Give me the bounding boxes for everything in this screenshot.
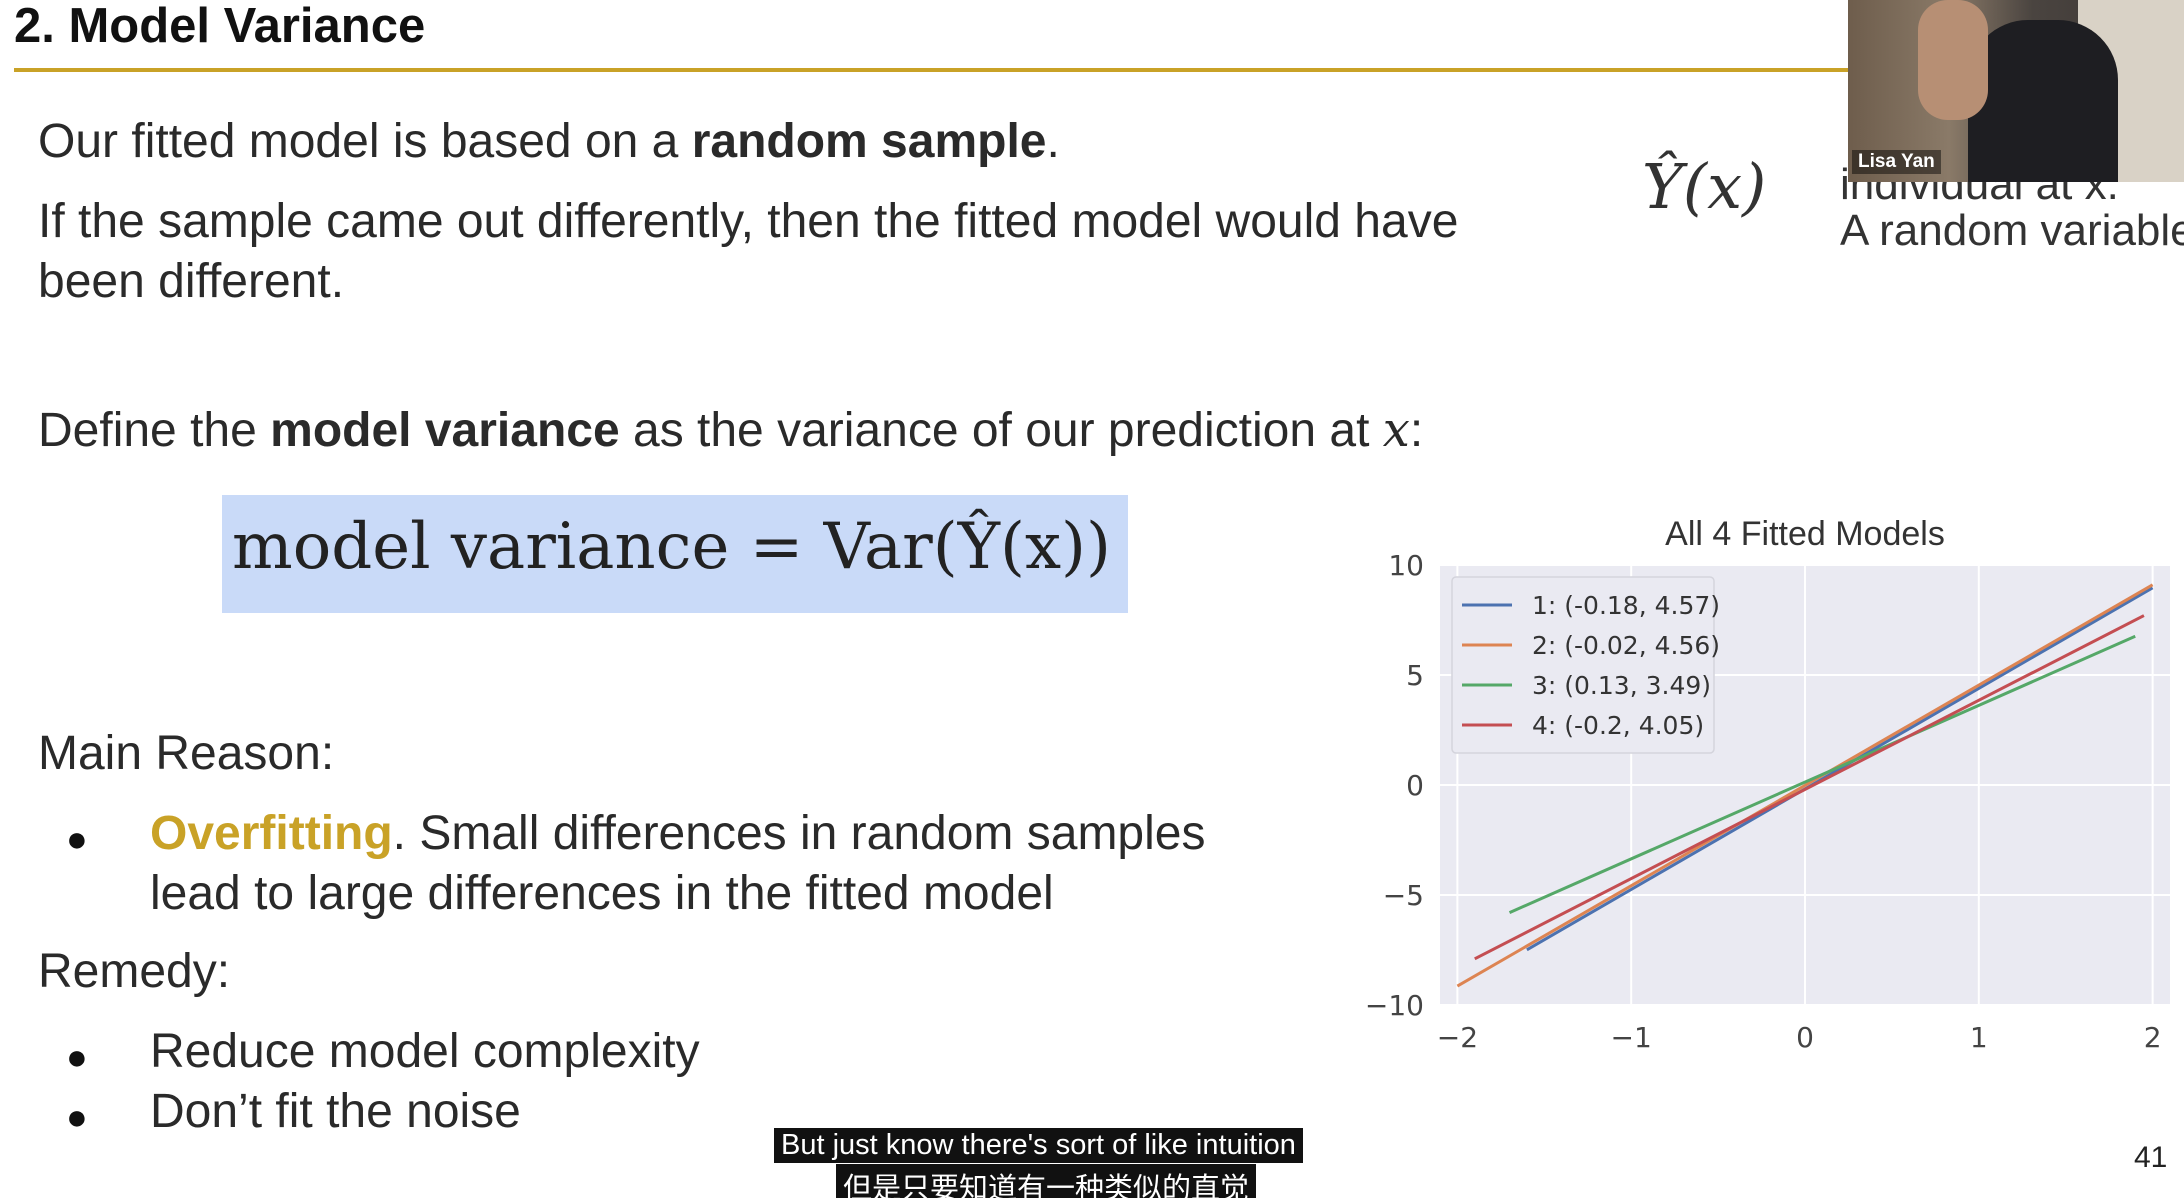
legend-label: 2: (-0.02, 4.56) bbox=[1532, 631, 1720, 660]
speaker-figure bbox=[1968, 20, 2118, 182]
x-tick-label: 1 bbox=[1970, 1021, 1988, 1054]
slide-title: 2. Model Variance bbox=[14, 0, 426, 53]
y-tick-label: 0 bbox=[1406, 769, 1424, 802]
intro-period: . bbox=[1046, 115, 1060, 168]
define-x: x bbox=[1382, 402, 1410, 458]
y-tick-label: 5 bbox=[1406, 659, 1424, 692]
y-tick-label: −10 bbox=[1365, 989, 1424, 1022]
yhat-formula: Ŷ(x) bbox=[1642, 150, 1767, 223]
intro-text: Our fitted model is based on a bbox=[38, 115, 692, 168]
page-number: 41 bbox=[2134, 1141, 2168, 1174]
sample-line-1: If the sample came out differently, then… bbox=[38, 195, 1459, 248]
subtitle-chinese: 但是只要知道有一种类似的直觉 bbox=[836, 1164, 1257, 1198]
model-variance-formula: model variance = Var(Ŷ(x)) bbox=[232, 510, 1111, 584]
overfitting-emphasis: Overfitting bbox=[150, 807, 393, 860]
remedy-heading: Remedy: bbox=[38, 945, 231, 998]
formula-highlight bbox=[222, 495, 1128, 613]
overfitting-line-2: lead to large differences in the fitted … bbox=[150, 867, 1054, 920]
define-text: Define the bbox=[38, 404, 271, 457]
series-line-2 bbox=[1456, 583, 2154, 988]
subtitle-english: But just know there's sort of like intui… bbox=[774, 1128, 1303, 1163]
series-line-4 bbox=[1474, 614, 2145, 961]
chart-title: All 4 Fitted Models bbox=[1665, 515, 1945, 553]
y-tick-label: 10 bbox=[1388, 549, 1424, 582]
series-line-3 bbox=[1508, 634, 2136, 914]
speaker-name: Lisa Yan bbox=[1852, 150, 1941, 174]
legend-label: 4: (-0.2, 4.05) bbox=[1532, 711, 1704, 740]
define-colon: : bbox=[1409, 404, 1424, 457]
legend-label: 3: (0.13, 3.49) bbox=[1532, 671, 1711, 700]
bullet-remedy-1: ● bbox=[66, 1036, 88, 1077]
legend-box bbox=[1451, 576, 1715, 754]
y-tick-label: −5 bbox=[1383, 879, 1424, 912]
remedy-item-1: Reduce model complexity bbox=[150, 1025, 700, 1078]
legend-label: 1: (-0.18, 4.57) bbox=[1532, 591, 1720, 620]
x-tick-label: 2 bbox=[2144, 1021, 2162, 1054]
bullet-overfitting: ● bbox=[66, 818, 88, 859]
sample-line-2: been different. bbox=[38, 255, 345, 308]
x-tick-label: 0 bbox=[1796, 1021, 1814, 1054]
intro-line: Our fitted model is based on a random sa… bbox=[38, 112, 1060, 172]
bullet-remedy-2: ● bbox=[66, 1096, 88, 1137]
x-tick-label: −1 bbox=[1611, 1021, 1652, 1054]
overfitting-text: . Small differences in random samples bbox=[392, 807, 1206, 860]
remedy-item-2: Don’t fit the noise bbox=[150, 1085, 521, 1138]
define-text-2: as the variance of our prediction at bbox=[619, 404, 1383, 457]
series-line-1 bbox=[1526, 586, 2154, 952]
right-text-2: A random variable bbox=[1840, 206, 2184, 255]
title-underline bbox=[14, 68, 1854, 72]
main-reason-heading: Main Reason: bbox=[38, 727, 335, 780]
random-sample-emphasis: random sample bbox=[691, 115, 1047, 168]
x-tick-label: −2 bbox=[1437, 1021, 1478, 1054]
overfitting-line-1: Overfitting. Small differences in random… bbox=[150, 804, 1205, 864]
speaker-arm bbox=[1918, 0, 1988, 120]
define-line: Define the model variance as the varianc… bbox=[38, 400, 1423, 461]
speaker-video: Lisa Yan bbox=[1848, 0, 2184, 182]
model-variance-emphasis: model variance bbox=[270, 404, 620, 457]
